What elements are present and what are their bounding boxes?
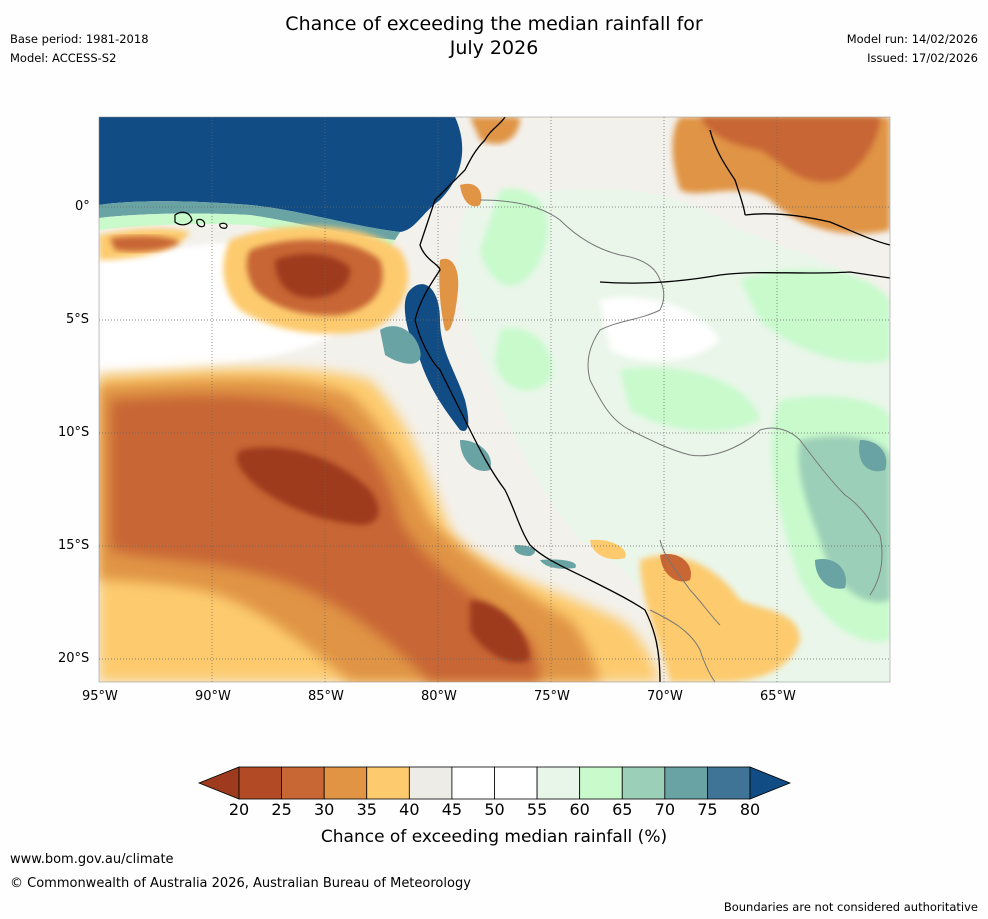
lat-label-10s: 10°S bbox=[58, 425, 90, 440]
colorbar-swatch bbox=[238, 766, 282, 800]
driest-zone-west bbox=[275, 253, 351, 298]
colorbar-tick-label: 55 bbox=[526, 800, 548, 819]
wet-patch-coast-south bbox=[460, 440, 491, 471]
deep-teal-patch-1 bbox=[859, 440, 887, 472]
issued-text: Issued: 17/02/2026 bbox=[867, 51, 978, 65]
colorbar-swatch bbox=[621, 766, 666, 800]
amazon-river bbox=[744, 213, 890, 246]
wet-patch-south-coast-1 bbox=[514, 545, 535, 556]
colorbar-label: Chance of exceeding median rainfall (%) bbox=[320, 827, 668, 847]
lon-label-65w: 65°W bbox=[760, 689, 796, 704]
colorbar-tick-label: 40 bbox=[399, 800, 420, 819]
colorbar-tick-label: 45 bbox=[441, 800, 463, 819]
colorbar-swatches bbox=[197, 766, 792, 800]
colorbar-tick-label: 80 bbox=[739, 800, 761, 819]
colorbar-tick-label: 75 bbox=[697, 800, 718, 819]
driest-zone-south-2 bbox=[470, 600, 530, 663]
footer-copyright: © Commonwealth of Australia 2026, Austra… bbox=[10, 876, 471, 891]
green-patch-central bbox=[620, 367, 760, 431]
map-field bbox=[99, 117, 890, 682]
base-period-text: Base period: 1981-2018 bbox=[10, 32, 149, 46]
country-borders bbox=[479, 199, 883, 596]
colorbar-tick-label: 50 bbox=[484, 800, 505, 819]
lon-label-90w: 90°W bbox=[195, 689, 231, 704]
colorbar-swatch bbox=[281, 766, 325, 800]
lat-label-20s: 20°S bbox=[58, 651, 90, 666]
colorbar-swatch bbox=[408, 766, 453, 800]
very-dry-zone-titicaca bbox=[660, 554, 691, 582]
very-dry-patch-north bbox=[700, 117, 880, 183]
very-dry-zone-south bbox=[110, 395, 540, 682]
colorbar-tick-label: 70 bbox=[654, 800, 675, 819]
wet-band-coast-edge bbox=[380, 326, 421, 364]
colorbar-tick-label: 35 bbox=[356, 800, 377, 819]
lat-label-15s: 15°S bbox=[58, 538, 90, 553]
model-run-text: Model run: 14/02/2026 bbox=[846, 32, 978, 46]
colorbar-swatch bbox=[664, 766, 708, 800]
colorbar-swatch bbox=[366, 766, 410, 800]
colorbar-swatch bbox=[323, 766, 368, 800]
green-patch-east bbox=[740, 269, 890, 363]
dry-patch-panama bbox=[470, 117, 520, 144]
southern-borders bbox=[649, 539, 721, 682]
title-line-1: Chance of exceeding the median rainfall … bbox=[285, 13, 703, 35]
lon-label-80w: 80°W bbox=[421, 689, 457, 704]
driest-zone-south bbox=[236, 447, 379, 525]
green-patch-north bbox=[480, 188, 548, 286]
coastline bbox=[414, 117, 661, 682]
lon-label-95w: 95°W bbox=[82, 689, 118, 704]
title-line-2: July 2026 bbox=[449, 37, 539, 59]
very-dry-patch-galapagos bbox=[110, 235, 180, 252]
colorbar-swatch bbox=[579, 766, 623, 800]
lon-label-75w: 75°W bbox=[534, 689, 570, 704]
dry-strip-coast bbox=[439, 258, 459, 331]
colorbar-tick-label: 60 bbox=[569, 800, 590, 819]
dry-zone-bolivia bbox=[640, 555, 800, 682]
lat-label-0: 0° bbox=[75, 199, 90, 214]
white-patch-amazon bbox=[600, 297, 720, 361]
footer-disclaimer: Boundaries are not considered authoritat… bbox=[723, 900, 978, 914]
footer-url[interactable]: www.bom.gov.au/climate bbox=[10, 852, 174, 867]
wet-zone-northwest bbox=[99, 117, 463, 232]
colorbar-tick-label: 25 bbox=[271, 800, 292, 819]
dry-patch-peru-south bbox=[590, 539, 626, 560]
lon-label-85w: 85°W bbox=[308, 689, 344, 704]
map-title: Chance of exceeding the median rainfall … bbox=[0, 12, 988, 60]
lat-label-5s: 5°S bbox=[66, 312, 90, 327]
river-lines bbox=[599, 129, 890, 284]
colorbar-swatch bbox=[494, 766, 538, 800]
wet-zone-edge-2 bbox=[99, 213, 395, 248]
wet-zone-edge bbox=[99, 201, 400, 240]
galapagos-islands bbox=[174, 211, 228, 229]
colorbar-swatch bbox=[707, 766, 751, 800]
colorbar-arrow-high bbox=[749, 766, 792, 800]
map-frame bbox=[98, 116, 891, 683]
lon-label-70w: 70°W bbox=[647, 689, 683, 704]
colorbar-tick-label: 20 bbox=[228, 800, 250, 819]
colorbar-tick-label: 65 bbox=[612, 800, 633, 819]
colorbar-swatch bbox=[536, 766, 581, 800]
dry-patch-colombia bbox=[460, 183, 482, 207]
green-patch-peru bbox=[495, 328, 552, 391]
graticule bbox=[99, 117, 890, 682]
colorbar-arrow-low bbox=[197, 766, 240, 800]
colorbar-tick-label: 30 bbox=[313, 800, 335, 819]
teal-patch-brazil bbox=[798, 436, 890, 602]
colorbar-swatch bbox=[451, 766, 495, 800]
deep-teal-patch-2 bbox=[815, 559, 846, 589]
model-text: Model: ACCESS-S2 bbox=[10, 51, 117, 65]
